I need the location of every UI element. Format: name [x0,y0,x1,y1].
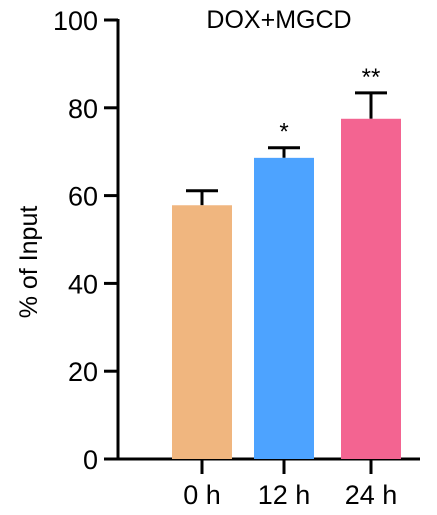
y-tick-label: 80 [68,94,98,124]
significance-marker: * [279,119,288,146]
y-tick-label: 100 [53,6,98,36]
bar-12h [254,157,314,459]
y-axis-label: % of Input [15,206,43,319]
y-tick-label: 60 [68,182,98,212]
chart-title: DOX+MGCD [206,6,351,34]
x-tick-label: 12 h [258,480,311,510]
bar-24h [341,118,401,460]
y-tick-label: 0 [83,445,98,475]
significance-marker: ** [362,64,381,91]
x-tick-label: 24 h [345,480,398,510]
x-tick-label: 0 h [183,480,221,510]
labels: 0 h 12 h * 24 h ** [183,64,397,510]
y-tick-label: 20 [68,357,98,387]
bar-0h [172,205,232,459]
bars [172,91,401,460]
y-tick-label: 40 [68,269,98,299]
